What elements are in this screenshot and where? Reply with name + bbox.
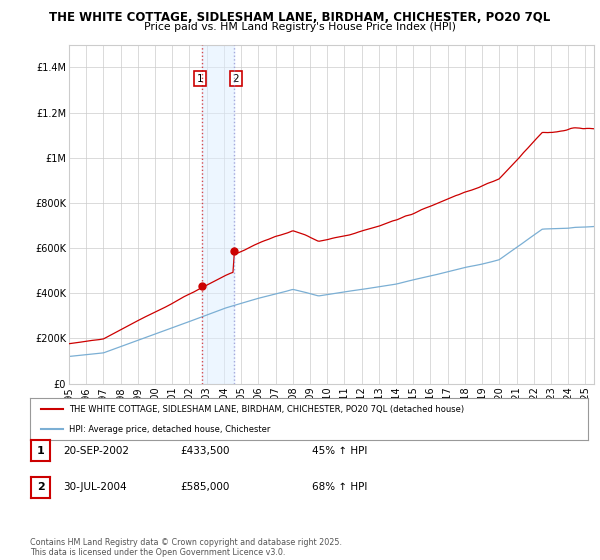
Text: THE WHITE COTTAGE, SIDLESHAM LANE, BIRDHAM, CHICHESTER, PO20 7QL (detached house: THE WHITE COTTAGE, SIDLESHAM LANE, BIRDH… bbox=[69, 405, 464, 414]
Text: 45% ↑ HPI: 45% ↑ HPI bbox=[312, 446, 367, 456]
Text: Contains HM Land Registry data © Crown copyright and database right 2025.
This d: Contains HM Land Registry data © Crown c… bbox=[30, 538, 342, 557]
Bar bbox=[202, 45, 234, 384]
Text: HPI: Average price, detached house, Chichester: HPI: Average price, detached house, Chic… bbox=[69, 424, 271, 433]
Text: 1: 1 bbox=[37, 446, 44, 456]
Text: THE WHITE COTTAGE, SIDLESHAM LANE, BIRDHAM, CHICHESTER, PO20 7QL: THE WHITE COTTAGE, SIDLESHAM LANE, BIRDH… bbox=[49, 11, 551, 24]
Text: Price paid vs. HM Land Registry's House Price Index (HPI): Price paid vs. HM Land Registry's House … bbox=[144, 22, 456, 32]
Text: 2: 2 bbox=[37, 482, 44, 492]
Text: 2: 2 bbox=[232, 74, 239, 83]
Text: 20-SEP-2002: 20-SEP-2002 bbox=[63, 446, 129, 456]
Text: £433,500: £433,500 bbox=[180, 446, 229, 456]
Text: 30-JUL-2004: 30-JUL-2004 bbox=[63, 482, 127, 492]
Text: £585,000: £585,000 bbox=[180, 482, 229, 492]
Text: 1: 1 bbox=[197, 74, 203, 83]
Text: 68% ↑ HPI: 68% ↑ HPI bbox=[312, 482, 367, 492]
